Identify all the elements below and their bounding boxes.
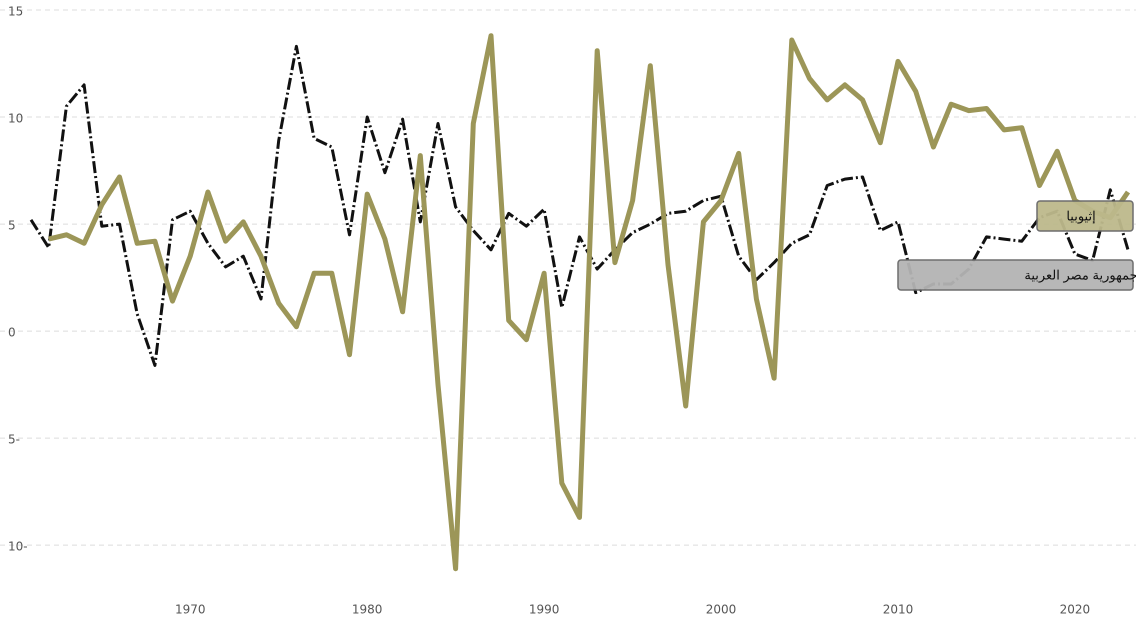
y-tick-label: 5	[8, 219, 16, 233]
y-tick-label: 10	[8, 112, 23, 126]
series-label-box	[1036, 200, 1134, 232]
series-label: إثيوبيا	[1066, 208, 1095, 224]
y-tick-label: 0	[8, 326, 16, 340]
series-label-box	[897, 259, 1134, 291]
x-tick-label: 2000	[706, 603, 737, 617]
series-line	[29, 44, 1130, 367]
x-tick-label: 1980	[352, 603, 383, 617]
y-tick-label: 10-	[8, 540, 28, 554]
series-label: جمهورية مصر العربية	[1024, 267, 1136, 283]
x-tick-label: 1970	[175, 603, 206, 617]
y-tick-label: 15	[8, 5, 23, 19]
series-line	[48, 33, 1131, 572]
x-tick-label: 2010	[883, 603, 914, 617]
y-tick-label: 5-	[8, 433, 20, 447]
x-tick-label: 2020	[1060, 603, 1091, 617]
x-tick-label: 1990	[529, 603, 560, 617]
